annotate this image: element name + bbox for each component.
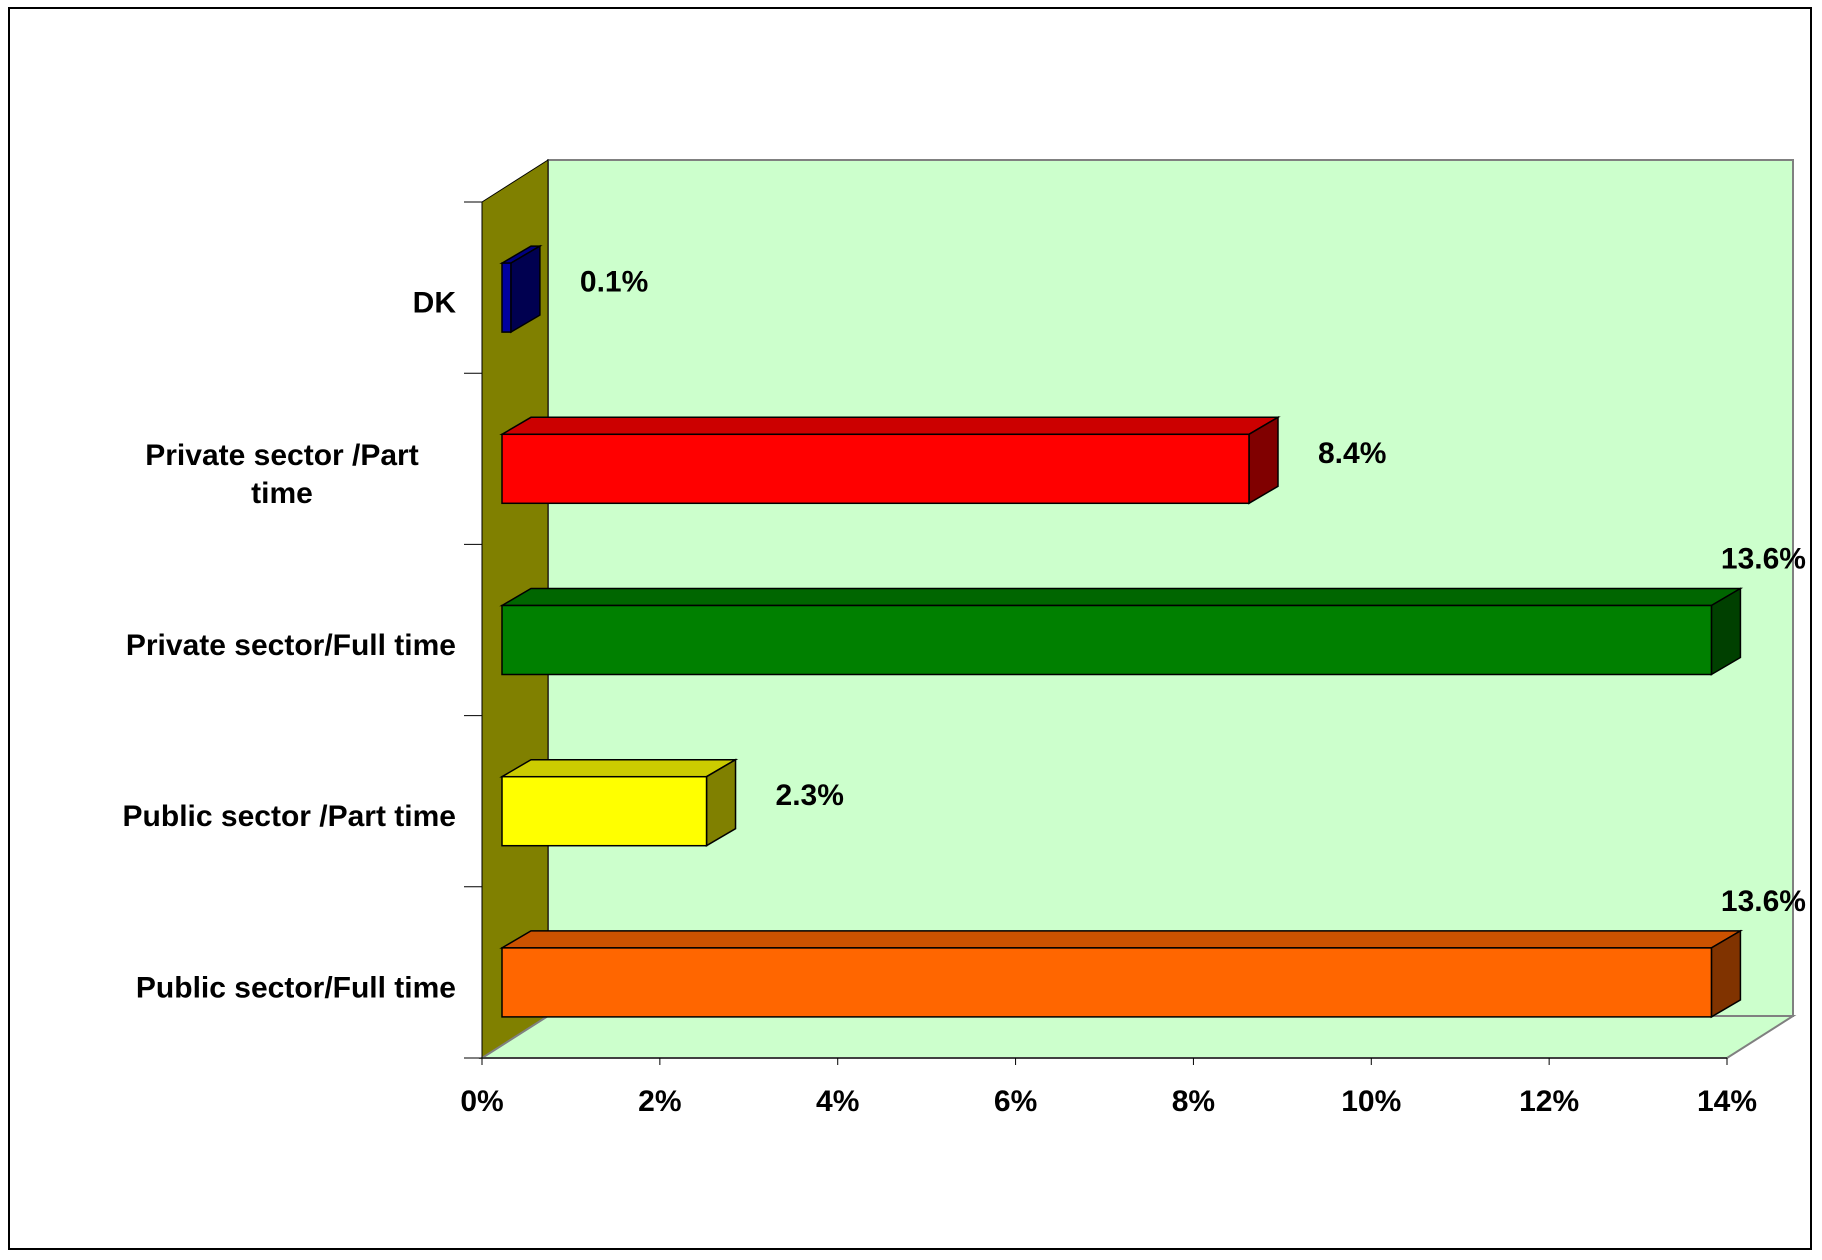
category-label: Public sector /Part time	[123, 800, 456, 833]
bar-top-face	[499, 930, 1744, 949]
x-tick-label: 10%	[1341, 1085, 1401, 1118]
x-tick-label: 2%	[638, 1085, 681, 1118]
bar	[501, 775, 708, 847]
x-tick-label: 12%	[1519, 1085, 1579, 1118]
category-label-line: Public sector /Part time	[123, 800, 456, 833]
x-tick-label: 14%	[1697, 1085, 1757, 1118]
category-label: DK	[413, 287, 457, 320]
x-tick-label: 8%	[1172, 1085, 1215, 1118]
bar-top-face	[499, 758, 739, 778]
x-tick-label: 0%	[460, 1085, 503, 1118]
chart-axes: 0% 2% 4% 6% 8% 10% 12% 14%	[460, 201, 1757, 1118]
category-label-line: Private sector/Full time	[126, 629, 456, 662]
bar	[501, 433, 1250, 505]
data-label: 13.6%	[1721, 885, 1806, 918]
x-tick-label: 4%	[816, 1085, 859, 1118]
x-tick-label: 6%	[994, 1085, 1037, 1118]
category-label: Private sector /Part time	[145, 439, 418, 510]
bar	[501, 947, 1713, 1018]
category-label-line: Public sector/Full time	[136, 971, 456, 1004]
category-label-line: Private sector /Part	[145, 439, 418, 472]
category-label-line: time	[251, 477, 313, 510]
bar-top-face	[499, 587, 1744, 607]
chart-labels: 0.1% DK 8.4% Private sector /Part time 13.6% P…	[123, 266, 1806, 1005]
data-label: 0.1%	[580, 266, 648, 299]
chart-bars	[499, 244, 1744, 1019]
category-label: Public sector/Full time	[136, 971, 456, 1004]
data-label: 13.6%	[1721, 543, 1806, 576]
category-label: Private sector/Full time	[126, 629, 456, 662]
bar	[501, 262, 512, 333]
bar-top-face	[499, 416, 1281, 436]
data-label: 8.4%	[1318, 437, 1386, 470]
data-label: 2.3%	[776, 779, 844, 812]
floor	[478, 1015, 1797, 1059]
category-label-line: DK	[413, 287, 457, 320]
bar	[501, 604, 1713, 676]
